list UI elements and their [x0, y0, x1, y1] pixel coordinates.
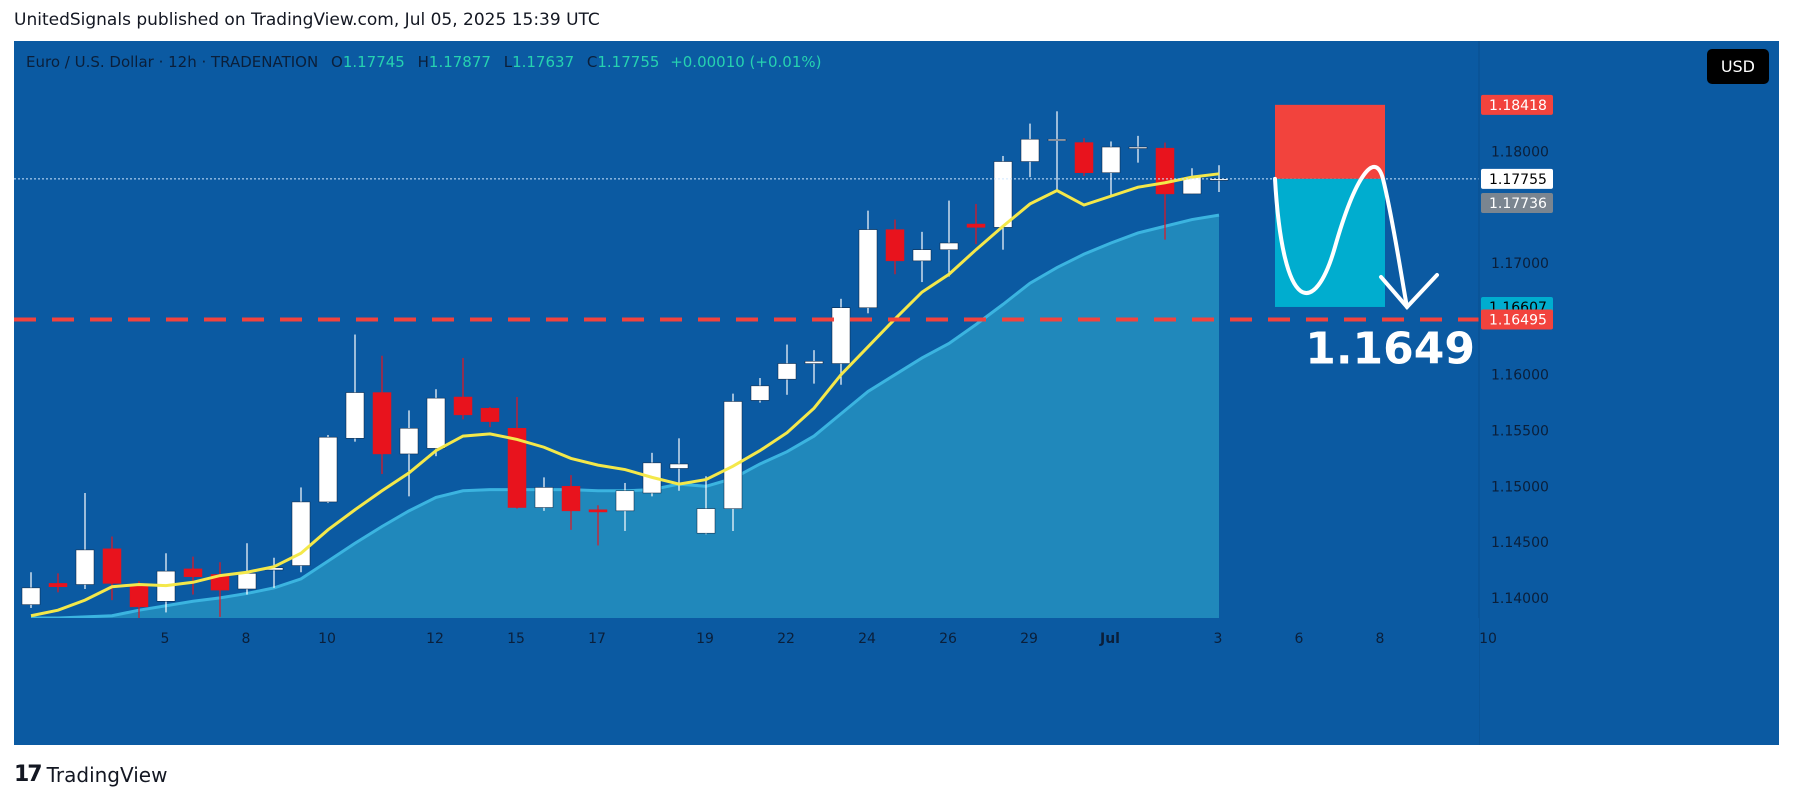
high-label: H: [417, 53, 429, 71]
candle-body: [804, 361, 824, 364]
y-tick-label: 1.14000: [1491, 591, 1549, 607]
x-tick-label: 17: [588, 631, 606, 647]
candle-body: [885, 229, 905, 262]
close-label: C: [586, 53, 598, 71]
open-value: 1.17745: [342, 53, 405, 71]
candle-body: [129, 585, 149, 608]
y-tick-label: 1.15000: [1491, 479, 1549, 495]
x-tick-label: 15: [507, 631, 525, 647]
candle-body: [102, 548, 122, 584]
candle-body: [75, 549, 95, 585]
symbol-title: Euro / U.S. Dollar · 12h · TRADENATION: [26, 53, 319, 71]
tradingview-logo-icon: 17: [14, 762, 43, 787]
ema-slow-area: [31, 215, 1219, 619]
candle-body: [534, 487, 554, 508]
candle-body: [426, 397, 446, 449]
candle-body: [372, 392, 392, 455]
price-label-text: 1.18418: [1489, 98, 1547, 114]
candle-body: [480, 407, 500, 422]
price-label-text: 1.17736: [1489, 196, 1547, 212]
candle-body: [831, 307, 851, 364]
price-label-tag: [1481, 94, 1553, 115]
low-label: L: [503, 53, 513, 71]
candle-body: [615, 490, 635, 512]
price-label-tag: [1481, 309, 1553, 330]
y-tick-label: 1.17000: [1491, 256, 1549, 272]
price-label-text: 1.17755: [1489, 172, 1547, 188]
candle-body: [1047, 138, 1067, 141]
chart-attribution: UnitedSignals published on TradingView.c…: [14, 10, 600, 30]
candle-body: [939, 242, 959, 250]
candle-body: [507, 428, 527, 508]
candle-body: [1074, 142, 1094, 173]
time-axis: [14, 618, 1479, 745]
candle-body: [318, 436, 338, 503]
candle-body: [399, 428, 419, 455]
x-tick-label: 22: [777, 631, 795, 647]
x-tick-label: 8: [242, 631, 251, 647]
chart-frame[interactable]: 1.1649 1.14000 1.14500 1.15000 1.15500 1.1600…: [14, 41, 1779, 745]
candle-body: [453, 396, 473, 416]
tradingview-brand: TradingView: [46, 762, 168, 787]
y-tick-label: 1.15500: [1491, 424, 1549, 440]
candle-body: [561, 486, 581, 512]
candle-body: [858, 229, 878, 308]
take-profit-zone: [1275, 178, 1385, 307]
candle-body: [723, 401, 743, 509]
projection-path: [1273, 164, 1409, 309]
candle-body: [696, 508, 716, 534]
candle-body: [993, 161, 1013, 228]
candle-body: [966, 223, 986, 228]
candle-body: [1128, 146, 1148, 149]
x-tick-label: 24: [858, 631, 876, 647]
x-tick-label: 5: [161, 631, 170, 647]
candle-body: [1101, 146, 1121, 173]
candle-body: [1020, 138, 1040, 162]
y-tick-label: 1.18000: [1491, 144, 1549, 160]
x-tick-label: 6: [1295, 631, 1304, 647]
x-tick-label: 10: [1479, 631, 1497, 647]
tradingview-footer: 17 TradingView: [14, 762, 167, 787]
candle-body: [345, 392, 365, 439]
symbol-legend: Euro / U.S. Dollar · 12h · TRADENATION O…: [26, 53, 821, 71]
candle-body: [750, 385, 770, 401]
ema-fast-line: [30, 172, 1220, 618]
x-tick-label: 12: [426, 631, 444, 647]
x-tick-label: 3: [1214, 631, 1223, 647]
y-tick-label: 1.16000: [1491, 368, 1549, 384]
change-value: +0.00010 (+0.01%): [670, 53, 822, 71]
x-tick-label: 19: [696, 631, 714, 647]
candle-body: [912, 249, 932, 262]
open-label: O: [331, 53, 343, 71]
candle-body: [48, 583, 68, 588]
candle-body: [777, 363, 797, 380]
x-tick-label: 29: [1020, 631, 1038, 647]
projection-arrow-head: [1379, 272, 1439, 310]
price-label-tag: [1481, 192, 1553, 213]
currency-button[interactable]: USD: [1706, 49, 1769, 84]
target-annotation: 1.1649: [1305, 323, 1475, 374]
x-tick-label: 26: [939, 631, 957, 647]
price-chart[interactable]: 1.1649 1.14000 1.14500 1.15000 1.15500 1.1600…: [14, 41, 1779, 745]
candle-body: [183, 568, 203, 577]
x-tick-label: Jul: [1099, 631, 1120, 647]
high-value: 1.17877: [428, 53, 491, 71]
candle-body: [1155, 147, 1175, 195]
low-value: 1.17637: [512, 53, 575, 71]
candle-body: [237, 573, 257, 590]
x-tick-label: 10: [318, 631, 336, 647]
y-tick-label: 1.14500: [1491, 535, 1549, 551]
price-label-tag: [1481, 168, 1553, 189]
price-label-text: 1.16495: [1489, 312, 1547, 328]
candle-body: [21, 587, 41, 605]
close-value: 1.17755: [597, 53, 660, 71]
stop-loss-zone: [1275, 104, 1385, 179]
candle-body: [588, 509, 608, 513]
candle-body: [669, 463, 689, 469]
x-tick-label: 8: [1376, 631, 1385, 647]
